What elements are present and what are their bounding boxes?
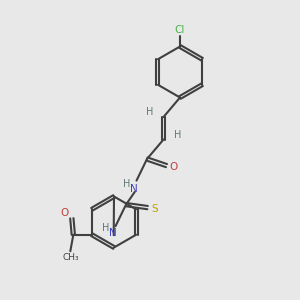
Text: H: H <box>174 130 181 140</box>
Text: O: O <box>169 162 177 172</box>
Text: CH₃: CH₃ <box>62 253 79 262</box>
Text: N: N <box>130 184 138 194</box>
Text: H: H <box>146 107 153 117</box>
Text: H: H <box>102 223 110 233</box>
Text: Cl: Cl <box>175 25 185 35</box>
Text: O: O <box>60 208 68 218</box>
Text: N: N <box>109 228 117 238</box>
Text: S: S <box>151 204 158 214</box>
Text: H: H <box>123 179 130 189</box>
